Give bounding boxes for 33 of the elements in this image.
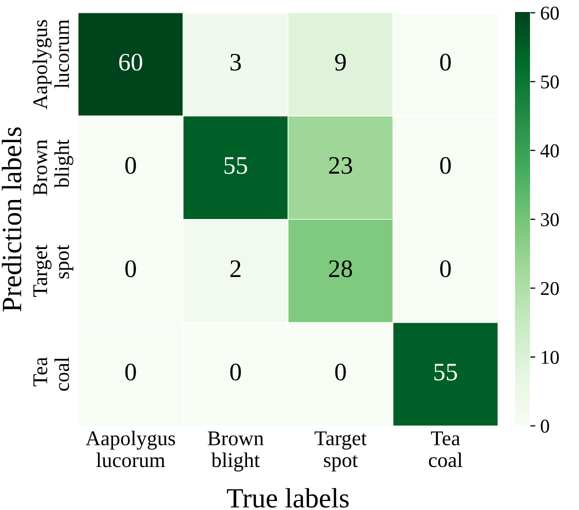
color-bar-label: 60: [540, 6, 559, 20]
data-label: 0: [125, 364, 136, 380]
y-axis-title: Prediction labels: [2, 127, 22, 312]
x-axis-title: True labels: [226, 488, 349, 508]
color-bar-label: 0: [540, 420, 550, 433]
x-tick-label: Tea coal: [428, 432, 462, 468]
data-label: 0: [440, 157, 451, 174]
data-label: 0: [440, 260, 451, 278]
data-label: 55: [434, 364, 457, 380]
y-tick-label: Brown blight: [33, 139, 74, 196]
data-label: 0: [230, 364, 241, 380]
color-bar-label: 10: [542, 350, 559, 364]
y-tick-label: Aapolygus lucorum: [32, 20, 70, 110]
color-bar-label: 40: [540, 144, 559, 158]
data-label: 0: [125, 157, 136, 174]
data-label: 9: [335, 54, 346, 71]
x-tick-label: Aapolygus lucorum: [86, 430, 176, 468]
data-label: 0: [125, 260, 136, 278]
data-label: 55: [224, 157, 248, 174]
data-label: 28: [329, 260, 352, 278]
color-bar-label: 20: [540, 282, 559, 296]
x-tick-label: Brown blight: [208, 432, 264, 472]
data-label: 0: [440, 54, 451, 71]
y-tick-label: Target spot: [33, 244, 74, 297]
x-tick-label: Target spot: [314, 431, 367, 472]
data-label: 2: [230, 260, 240, 277]
color-bar-label: 30: [541, 213, 559, 226]
data-label: 3: [230, 54, 241, 71]
data-label: 23: [329, 157, 352, 174]
data-label: 60: [119, 54, 142, 71]
data-label: 0: [335, 364, 346, 380]
y-tick-label: Tea coal: [33, 357, 70, 391]
color-bar-label: 50: [541, 75, 559, 89]
